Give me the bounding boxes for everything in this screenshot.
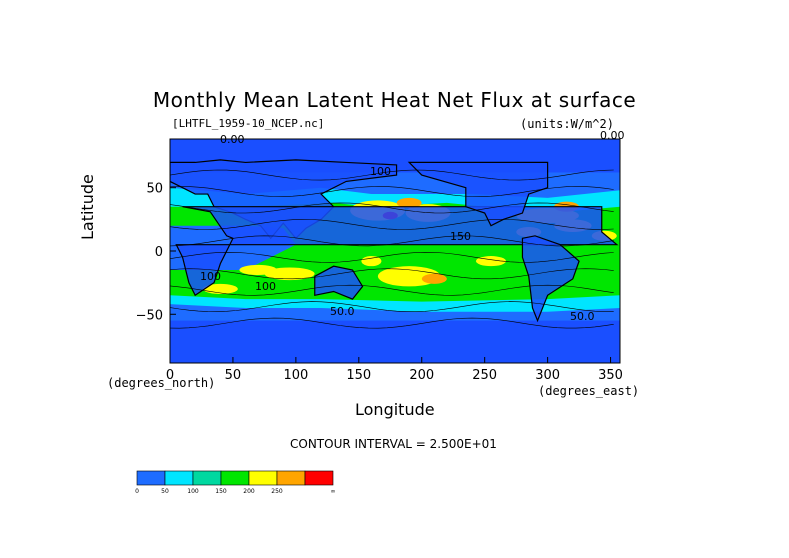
colorbar-label-0: 0 xyxy=(135,488,139,495)
x-ticks: 0 50 100 150 200 250 300 350 xyxy=(166,357,623,383)
colorbar-label-1: 50 xyxy=(161,488,169,495)
colorbar-swatch-0 xyxy=(136,470,166,486)
colorbar-swatch-6 xyxy=(304,470,334,486)
land-3 xyxy=(407,161,549,227)
units-label: (units:W/m^2) xyxy=(520,117,614,131)
field-blob-5 xyxy=(421,273,447,284)
contour-interval-note: CONTOUR INTERVAL = 2.500E+01 xyxy=(290,437,497,451)
field-blob-11 xyxy=(361,256,382,267)
x-axis-label: Longitude xyxy=(355,400,435,419)
colorbar-swatch-3 xyxy=(220,470,250,486)
colorbar: 0 50 100 150 200 250 ∞ xyxy=(135,470,336,495)
y-ticks: 50 0 −50 xyxy=(136,182,176,323)
contour-line-0 xyxy=(170,169,614,181)
x-unit-right: (degrees_east) xyxy=(538,384,640,398)
colorbar-label-4: 200 xyxy=(243,488,255,495)
heatmap-field xyxy=(170,139,620,363)
contour-line-1 xyxy=(170,186,614,197)
x-tick-label-1: 50 xyxy=(225,368,242,383)
colorbar-swatch-1 xyxy=(164,470,194,486)
contour-label-7: 100 xyxy=(370,165,391,178)
x-tick-label-0: 0 xyxy=(166,368,174,383)
contour-label-5: 50.0 xyxy=(570,310,595,323)
contour-line-9 xyxy=(170,317,614,329)
file-label: [LHTFL_1959-10_NCEP.nc] xyxy=(172,117,325,130)
contour-line-4 xyxy=(170,235,614,247)
contour-line-2 xyxy=(170,202,614,214)
contour-label-2: 50.0 xyxy=(330,305,355,318)
chart-title: Monthly Mean Latent Heat Net Flux at sur… xyxy=(152,88,637,112)
contour-label-1: 0.00 xyxy=(600,129,625,142)
y-tick-label-0: 50 xyxy=(146,182,163,197)
land-4 xyxy=(521,235,580,323)
colorbar-label-5: 250 xyxy=(271,488,283,495)
field-band-3 xyxy=(170,320,620,363)
field-blob-6 xyxy=(264,267,315,281)
y-tick-label-1: 0 xyxy=(155,245,163,260)
x-tick-label-5: 250 xyxy=(472,368,497,383)
contour-label-0: 0.00 xyxy=(220,133,245,146)
field-blob-2 xyxy=(396,197,422,208)
x-tick-label-6: 300 xyxy=(535,368,560,383)
colorbar-swatch-4 xyxy=(248,470,278,486)
land-2 xyxy=(314,265,364,300)
colorbar-label-6: ∞ xyxy=(331,488,336,495)
colorbar-label-3: 150 xyxy=(215,488,227,495)
contour-label-6: 100 xyxy=(200,270,221,283)
x-tick-label-3: 150 xyxy=(346,368,371,383)
y-tick-label-2: −50 xyxy=(136,308,163,323)
contour-label-4: 150 xyxy=(450,230,471,243)
contour-label-3: 100 xyxy=(255,280,276,293)
x-unit-left: (degrees_north) xyxy=(107,376,216,390)
contour-line-6 xyxy=(170,268,614,280)
contour-line-3 xyxy=(170,219,614,230)
field-blob-7 xyxy=(239,264,277,276)
x-tick-label-4: 200 xyxy=(409,368,434,383)
colorbar-swatch-2 xyxy=(192,470,222,486)
contour-line-8 xyxy=(170,301,614,313)
colorbar-swatch-5 xyxy=(276,470,306,486)
x-tick-label-2: 100 xyxy=(283,368,308,383)
contour-line-5 xyxy=(170,251,614,263)
contour-labels: 0.00 0.00 50.0 100 150 50.0 100 100 xyxy=(200,129,625,323)
colorbar-label-2: 100 xyxy=(187,488,199,495)
contour-line-7 xyxy=(170,284,614,296)
x-tick-label-7: 350 xyxy=(598,368,623,383)
